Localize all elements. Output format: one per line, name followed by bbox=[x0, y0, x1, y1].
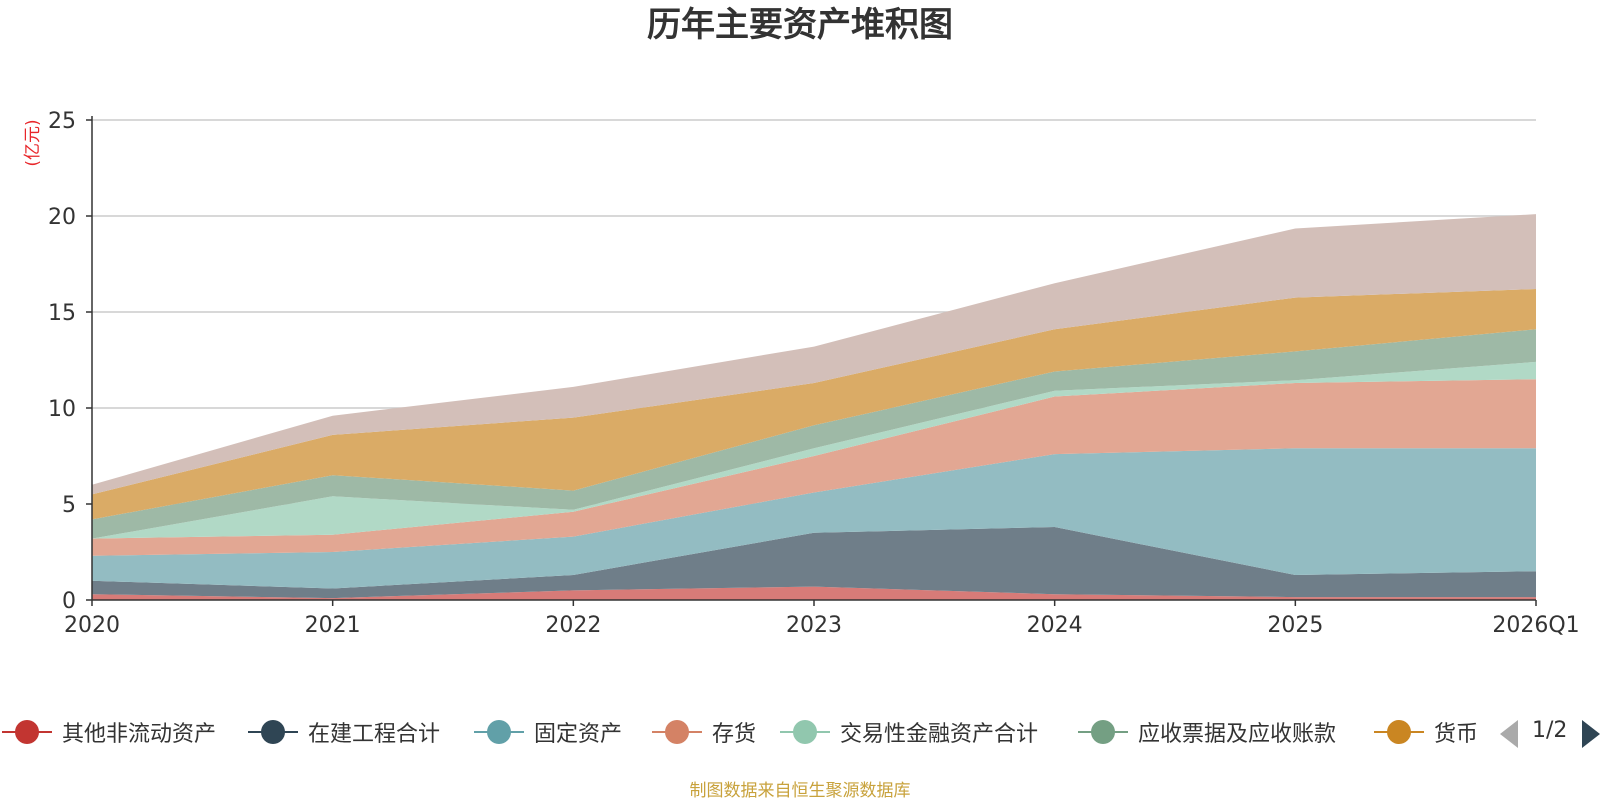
y-tick-label: 20 bbox=[48, 205, 76, 230]
chart-title: 历年主要资产堆积图 bbox=[647, 5, 953, 45]
x-tick-label: 2026Q1 bbox=[1492, 613, 1579, 638]
legend-marker-icon bbox=[652, 714, 702, 750]
area-series-5[interactable] bbox=[92, 329, 1536, 539]
area-series-4[interactable] bbox=[92, 361, 1536, 539]
legend-label: 货币 bbox=[1434, 722, 1479, 747]
y-tick-label: 25 bbox=[48, 109, 76, 134]
y-axis-unit-label: (亿元) bbox=[23, 119, 43, 166]
legend-item-1[interactable]: 在建工程合计 bbox=[248, 714, 440, 750]
legend-label: 应收票据及应收账款 bbox=[1138, 722, 1337, 747]
pager-page-indicator: 1/2 bbox=[1532, 718, 1568, 743]
area-series-7[interactable] bbox=[92, 214, 1536, 495]
data-source-footer: 制图数据来自恒生聚源数据库 bbox=[689, 781, 911, 801]
legend-item-4[interactable]: 交易性金融资产合计 bbox=[780, 714, 1038, 750]
legend-label: 其他非流动资产 bbox=[62, 722, 217, 747]
legend: 其他非流动资产 在建工程合计 固定资产 存货 交易性金融资产合计 应收票据及应收… bbox=[0, 714, 1600, 754]
y-tick-label: 5 bbox=[62, 493, 76, 518]
x-tick-label: 2021 bbox=[305, 613, 361, 638]
area-series-6[interactable] bbox=[92, 289, 1536, 520]
legend-marker-icon bbox=[1374, 714, 1424, 750]
area-layer bbox=[92, 214, 1536, 600]
x-tick-label: 2023 bbox=[786, 613, 842, 638]
legend-marker-icon bbox=[474, 714, 524, 750]
y-tick-label: 15 bbox=[48, 301, 76, 326]
legend-item-0[interactable]: 其他非流动资产 bbox=[2, 714, 216, 750]
y-tick-label: 10 bbox=[48, 397, 76, 422]
area-series-1[interactable] bbox=[92, 527, 1536, 599]
pager-next-icon[interactable] bbox=[1582, 720, 1600, 748]
pager-prev-icon[interactable] bbox=[1500, 720, 1518, 748]
area-series-0[interactable] bbox=[92, 586, 1536, 600]
area-series-2[interactable] bbox=[92, 448, 1536, 589]
x-tick-label: 2025 bbox=[1267, 613, 1323, 638]
legend-marker-icon bbox=[248, 714, 298, 750]
x-tick-label: 2024 bbox=[1027, 613, 1083, 638]
legend-marker-icon bbox=[780, 714, 830, 750]
legend-label: 交易性金融资产合计 bbox=[840, 722, 1039, 747]
legend-label: 固定资产 bbox=[534, 722, 623, 747]
legend-label: 存货 bbox=[712, 722, 757, 747]
legend-marker-icon bbox=[1078, 714, 1128, 750]
legend-item-2[interactable]: 固定资产 bbox=[474, 714, 622, 750]
area-series-3[interactable] bbox=[92, 379, 1536, 556]
legend-label: 在建工程合计 bbox=[308, 722, 441, 747]
x-tick-label: 2020 bbox=[64, 613, 120, 638]
legend-item-5[interactable]: 应收票据及应收账款 bbox=[1078, 714, 1336, 750]
legend-marker-icon bbox=[2, 714, 52, 750]
y-tick-label: 0 bbox=[62, 589, 76, 614]
legend-item-3[interactable]: 存货 bbox=[652, 714, 756, 750]
legend-item-6[interactable]: 货币 bbox=[1374, 714, 1478, 750]
x-tick-label: 2022 bbox=[545, 613, 601, 638]
